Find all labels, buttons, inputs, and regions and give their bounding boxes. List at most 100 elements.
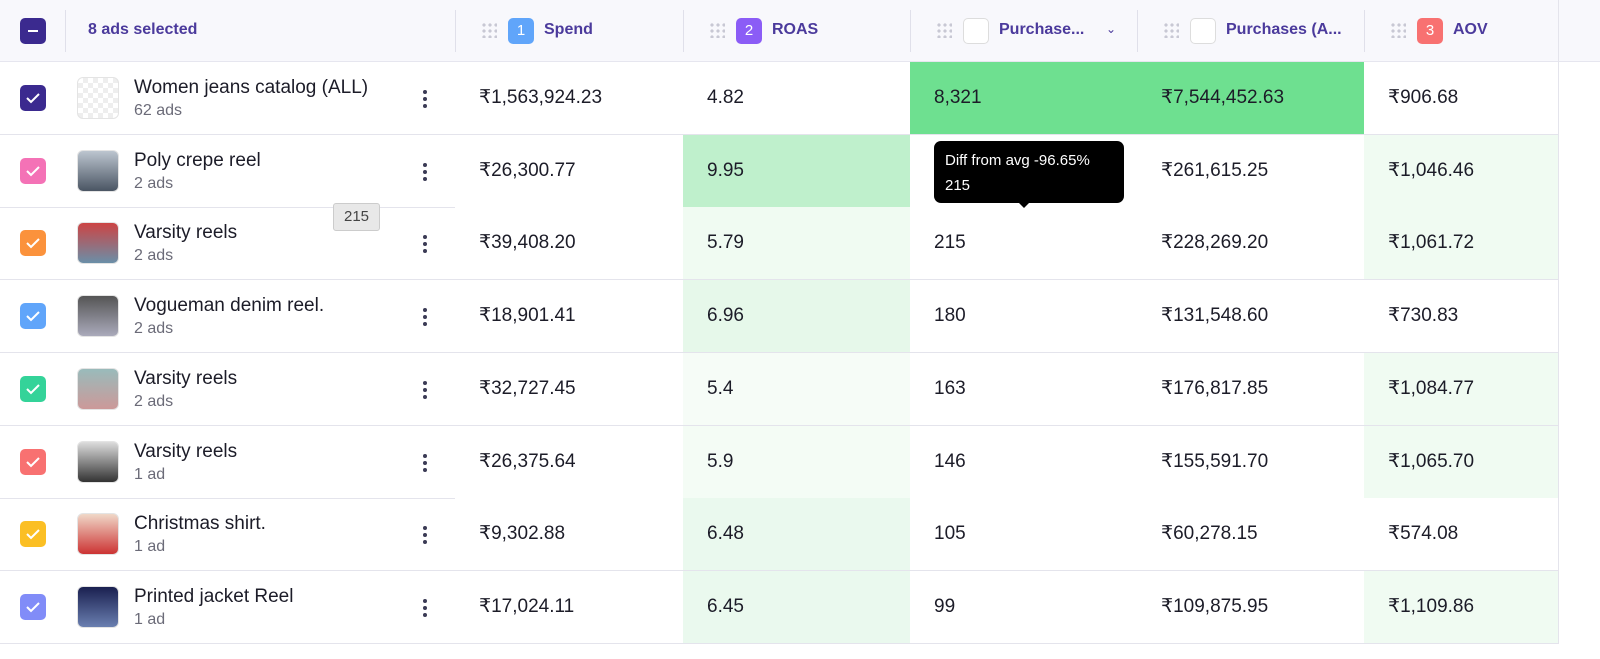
ad-thumbnail — [77, 585, 119, 628]
column-checkbox[interactable] — [963, 18, 989, 44]
ad-thumbnail — [77, 367, 119, 410]
ad-name[interactable]: Varsity reels — [134, 440, 238, 462]
metric-cell: ₹1,061.72 — [1364, 207, 1558, 280]
column-badge: 3 — [1417, 18, 1443, 44]
row-checkbox[interactable] — [20, 521, 46, 548]
metric-cell: 6.48 — [683, 498, 910, 571]
tooltip-title: Diff from avg -96.65% — [945, 152, 1090, 169]
row-menu[interactable] — [423, 598, 427, 620]
ad-count: 2 ads — [134, 247, 174, 265]
row-checkbox[interactable] — [20, 448, 46, 475]
row-menu[interactable] — [423, 380, 427, 402]
ad-name[interactable]: Printed jacket Reel — [134, 585, 294, 607]
ad-name[interactable]: Vogueman denim reel. — [134, 295, 325, 317]
column-divider — [455, 10, 456, 52]
ad-name[interactable]: Varsity reels — [134, 222, 238, 244]
metric-cell: 215 — [910, 207, 1137, 280]
metric-cell: ₹1,084.77 — [1364, 352, 1558, 425]
ad-thumbnail — [77, 440, 119, 483]
metric-cell: ₹39,408.20 — [455, 207, 683, 280]
metric-cell: 180 — [910, 280, 1137, 353]
ad-thumbnail — [77, 149, 119, 192]
metric-cell: 5.9 — [683, 425, 910, 498]
column-header[interactable]: AOV — [1453, 21, 1488, 38]
row-menu[interactable] — [423, 308, 427, 329]
row-checkbox[interactable] — [20, 303, 46, 330]
metric-cell: ₹730.83 — [1364, 280, 1558, 353]
ad-name[interactable]: Christmas shirt. — [134, 513, 266, 535]
metric-cell: 9.95 — [683, 134, 910, 207]
drag-handle[interactable] — [481, 22, 497, 38]
metric-cell: 105 — [910, 498, 1137, 571]
ad-count: 2 ads — [134, 174, 174, 192]
metric-cell: ₹17,024.11 — [455, 570, 683, 643]
ad-count: 1 ad — [134, 465, 166, 483]
column-checkbox[interactable] — [1190, 18, 1216, 44]
column-header[interactable]: Spend — [544, 21, 593, 38]
metric-cell: ₹9,302.88 — [455, 498, 683, 571]
metric-cell: ₹18,901.41 — [455, 280, 683, 353]
ad-count: 1 ad — [134, 610, 166, 628]
metric-cell: ₹574.08 — [1364, 498, 1558, 571]
drag-handle[interactable] — [936, 22, 952, 38]
metric-cell: ₹906.68 — [1364, 62, 1558, 134]
row-menu[interactable] — [423, 235, 427, 256]
right-border — [1558, 0, 1559, 644]
ad-name[interactable]: Poly crepe reel — [134, 149, 261, 171]
ad-thumbnail — [77, 513, 119, 556]
column-divider — [1137, 10, 1138, 52]
ad-count: 2 ads — [134, 392, 174, 410]
metric-cell: ₹7,544,452.63 — [1137, 62, 1364, 134]
metric-cell: 99 — [910, 570, 1137, 643]
drag-handle[interactable] — [1390, 22, 1406, 38]
metric-cell: ₹155,591.70 — [1137, 425, 1364, 498]
ad-name[interactable]: Women jeans catalog (ALL) — [134, 77, 369, 98]
row-menu[interactable] — [423, 453, 427, 475]
row-checkbox[interactable] — [20, 85, 46, 111]
row-checkbox[interactable] — [20, 157, 46, 184]
metric-cell: ₹32,727.45 — [455, 352, 683, 425]
select-all-checkbox[interactable] — [20, 18, 46, 44]
sort-chevron: ⌄ — [1106, 22, 1117, 36]
column-badge: 1 — [508, 18, 534, 44]
row-divider — [0, 352, 1558, 354]
tooltip-value: 215 — [945, 177, 971, 194]
column-divider — [1364, 10, 1365, 52]
column-header[interactable]: ROAS — [772, 21, 819, 38]
ad-count: 1 ad — [134, 538, 166, 556]
row-checkbox[interactable] — [20, 375, 46, 402]
metric-cell: 6.45 — [683, 570, 910, 643]
metric-cell: 8,321 — [910, 62, 1137, 134]
ad-count: 62 ads — [134, 102, 183, 119]
ad-name[interactable]: Varsity reels — [134, 367, 238, 389]
row-divider — [0, 206, 1558, 208]
metric-cell: ₹228,269.20 — [1137, 207, 1364, 280]
column-header[interactable]: Purchases (A... — [1226, 21, 1342, 38]
metric-cell: ₹26,300.77 — [455, 134, 683, 207]
row-divider — [0, 424, 1558, 426]
ad-thumbnail — [77, 295, 119, 338]
metric-cell: 4.82 — [683, 62, 910, 134]
ad-thumbnail — [77, 222, 119, 265]
metric-cell: ₹1,065.70 — [1364, 425, 1558, 498]
row-divider — [0, 570, 1558, 572]
metric-cell: ₹131,548.60 — [1137, 280, 1364, 353]
drag-handle[interactable] — [709, 22, 725, 38]
metric-cell: 5.79 — [683, 207, 910, 280]
metric-cell: ₹176,817.85 — [1137, 352, 1364, 425]
row-menu[interactable] — [423, 90, 427, 111]
selection-count: 8 ads selected — [88, 21, 198, 38]
drag-handle[interactable] — [1163, 22, 1179, 38]
row-checkbox[interactable] — [20, 230, 46, 257]
row-checkbox[interactable] — [20, 593, 46, 620]
row-divider — [0, 642, 1558, 644]
metric-cell: ₹261,615.25 — [1137, 134, 1364, 207]
metric-cell: ₹1,563,924.23 — [455, 62, 683, 134]
row-menu[interactable] — [423, 526, 427, 547]
metric-cell: 146 — [910, 425, 1137, 498]
row-menu[interactable] — [423, 162, 427, 184]
column-divider — [910, 10, 911, 52]
row-divider — [0, 279, 1558, 281]
column-header[interactable]: Purchase... — [999, 21, 1085, 38]
